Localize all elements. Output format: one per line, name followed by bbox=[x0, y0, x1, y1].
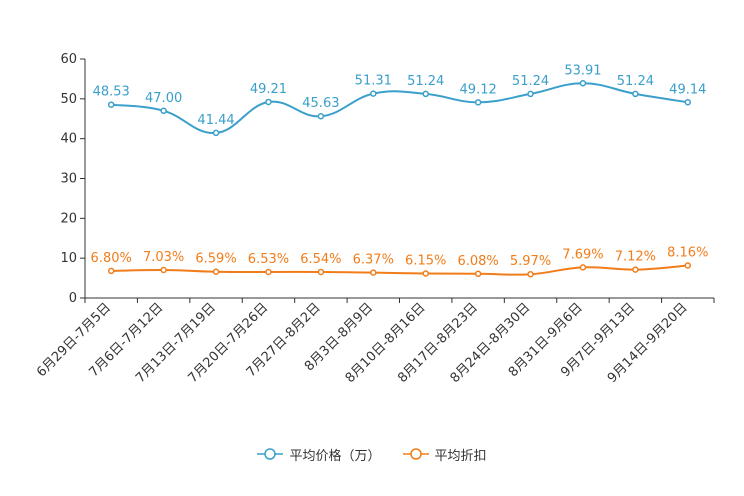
data-point[interactable] bbox=[632, 266, 639, 273]
legend-discount-label: 平均折扣 bbox=[434, 448, 487, 464]
data-point[interactable] bbox=[474, 270, 482, 278]
data-point[interactable] bbox=[527, 270, 534, 278]
data-label: 49.14 bbox=[669, 82, 706, 97]
data-label: 49.12 bbox=[460, 82, 497, 97]
y-tick-label: 30 bbox=[60, 172, 77, 187]
data-label: 6.54% bbox=[300, 252, 341, 267]
data-point[interactable] bbox=[317, 268, 325, 276]
data-label: 51.24 bbox=[407, 74, 444, 89]
y-tick-label: 20 bbox=[60, 211, 77, 226]
legend[interactable]: 平均价格（万） 平均折扣 bbox=[0, 442, 744, 466]
data-point[interactable] bbox=[370, 269, 377, 276]
line-chart: 01020304050606月29日-7月5日7月6日-7月12日7月13日-7… bbox=[34, 52, 715, 386]
data-point[interactable] bbox=[107, 101, 115, 108]
y-tick-label: 60 bbox=[60, 52, 77, 67]
data-point[interactable] bbox=[160, 266, 167, 274]
data-label: 7.03% bbox=[143, 250, 184, 265]
data-point[interactable] bbox=[579, 80, 587, 87]
data-label: 8.16% bbox=[667, 245, 708, 260]
data-point[interactable] bbox=[632, 90, 639, 98]
data-point[interactable] bbox=[474, 99, 482, 106]
data-point[interactable] bbox=[370, 90, 377, 97]
data-point[interactable] bbox=[579, 264, 587, 271]
data-label: 6.80% bbox=[91, 251, 132, 266]
data-point[interactable] bbox=[684, 262, 692, 269]
data-point[interactable] bbox=[265, 268, 272, 276]
data-label: 6.53% bbox=[248, 252, 289, 267]
data-label: 6.59% bbox=[195, 252, 236, 267]
y-tick-label: 0 bbox=[69, 291, 77, 306]
legend-price-label: 平均价格（万） bbox=[289, 448, 381, 464]
data-label: 47.00 bbox=[145, 91, 182, 106]
data-label: 6.08% bbox=[457, 254, 498, 269]
data-label: 41.44 bbox=[197, 113, 234, 128]
data-label: 7.69% bbox=[562, 247, 603, 262]
data-point[interactable] bbox=[212, 268, 220, 275]
legend-price-marker-icon bbox=[257, 448, 284, 460]
data-point[interactable] bbox=[527, 90, 534, 98]
data-point[interactable] bbox=[317, 112, 325, 120]
data-point[interactable] bbox=[422, 90, 429, 98]
data-label: 6.15% bbox=[405, 254, 446, 269]
data-label: 7.12% bbox=[615, 250, 656, 265]
data-label: 49.21 bbox=[250, 82, 287, 97]
data-point[interactable] bbox=[422, 270, 429, 277]
legend-discount-marker-icon bbox=[402, 448, 429, 460]
data-label: 6.37% bbox=[353, 253, 394, 268]
data-label: 48.53 bbox=[93, 85, 130, 100]
data-point[interactable] bbox=[265, 98, 272, 106]
data-label: 45.63 bbox=[302, 96, 339, 111]
data-point[interactable] bbox=[160, 107, 167, 115]
data-label: 5.97% bbox=[510, 254, 551, 269]
y-tick-label: 10 bbox=[60, 251, 77, 266]
data-label: 51.31 bbox=[355, 74, 392, 89]
series-line-1 bbox=[111, 264, 688, 276]
data-label: 53.91 bbox=[564, 63, 601, 78]
y-tick-label: 50 bbox=[60, 92, 77, 107]
legend-item-discount[interactable]: 平均折扣 bbox=[402, 445, 487, 464]
data-point[interactable] bbox=[684, 99, 692, 106]
data-label: 51.24 bbox=[617, 74, 654, 89]
data-point[interactable] bbox=[212, 129, 220, 137]
data-label: 51.24 bbox=[512, 74, 549, 89]
data-point[interactable] bbox=[107, 267, 115, 275]
legend-item-price[interactable]: 平均价格（万） bbox=[257, 445, 381, 464]
y-tick-label: 40 bbox=[60, 132, 77, 147]
